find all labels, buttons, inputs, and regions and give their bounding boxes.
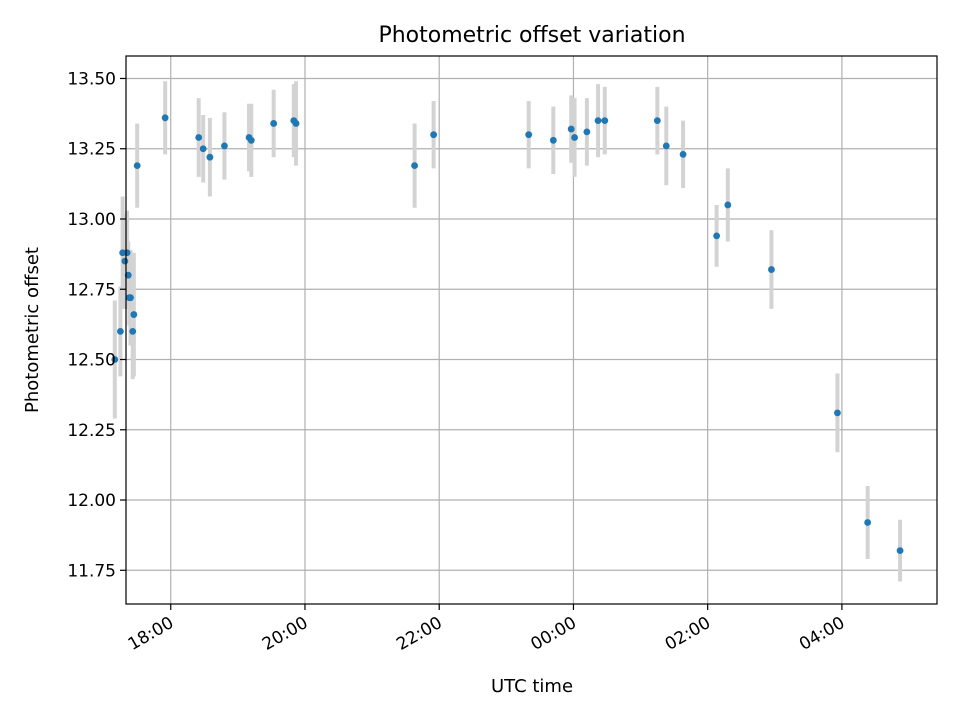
data-point (834, 409, 841, 417)
data-point (653, 117, 661, 125)
data-point (662, 142, 670, 150)
x-tick-label: 00:00 (528, 613, 580, 655)
x-tick-label: 22:00 (393, 613, 445, 655)
x-axis: 18:00 20:00 22:00 00:00 02:00 04:00 (125, 604, 848, 655)
data-point (117, 328, 124, 335)
data-point (679, 150, 687, 158)
y-tick-label: 12.00 (67, 491, 116, 511)
data-point (583, 128, 591, 136)
data-point (247, 136, 255, 144)
data-point (594, 117, 602, 125)
y-axis-label: Photometric offset (22, 247, 43, 413)
data-point (199, 145, 207, 153)
data-point (713, 232, 721, 240)
y-tick-label: 13.00 (67, 210, 116, 230)
data-point (121, 257, 129, 265)
data-point (411, 162, 419, 170)
data-point (525, 131, 533, 139)
points-layer (111, 114, 904, 555)
y-tick-label: 12.25 (67, 421, 116, 441)
data-point (896, 547, 904, 555)
data-point (292, 120, 300, 127)
data-point (270, 120, 278, 127)
data-point (123, 249, 131, 257)
y-tick-label: 13.25 (67, 140, 116, 160)
y-tick-label: 11.75 (67, 561, 116, 581)
x-axis-label: UTC time (491, 676, 573, 697)
data-point (161, 114, 169, 122)
data-point (111, 356, 119, 363)
plot-frame (125, 55, 938, 605)
x-tick-label: 04:00 (796, 613, 848, 655)
data-point (768, 266, 775, 273)
chart-title: Photometric offset variation (378, 23, 685, 48)
x-tick-label: 20:00 (259, 613, 311, 655)
y-tick-label: 13.50 (67, 69, 116, 89)
data-point (864, 519, 872, 526)
y-tick-label: 12.50 (67, 351, 116, 371)
data-point (549, 136, 557, 144)
data-point (127, 294, 134, 302)
y-tick-label: 12.75 (67, 280, 116, 300)
data-point (195, 134, 203, 141)
data-point (221, 142, 228, 150)
data-point (430, 131, 438, 139)
data-point (601, 117, 609, 125)
x-tick-label: 02:00 (662, 613, 714, 655)
error-bars-layer (112, 81, 903, 582)
data-point (129, 328, 137, 335)
data-point (571, 134, 578, 141)
data-point (130, 311, 138, 318)
x-tick-label: 18:00 (125, 613, 177, 655)
data-point (724, 201, 732, 209)
y-axis: 11.75 12.00 12.25 12.50 12.75 13.00 13.25 13.50 (67, 69, 126, 581)
data-point (133, 162, 141, 170)
data-point (206, 153, 214, 161)
data-point (567, 125, 575, 133)
